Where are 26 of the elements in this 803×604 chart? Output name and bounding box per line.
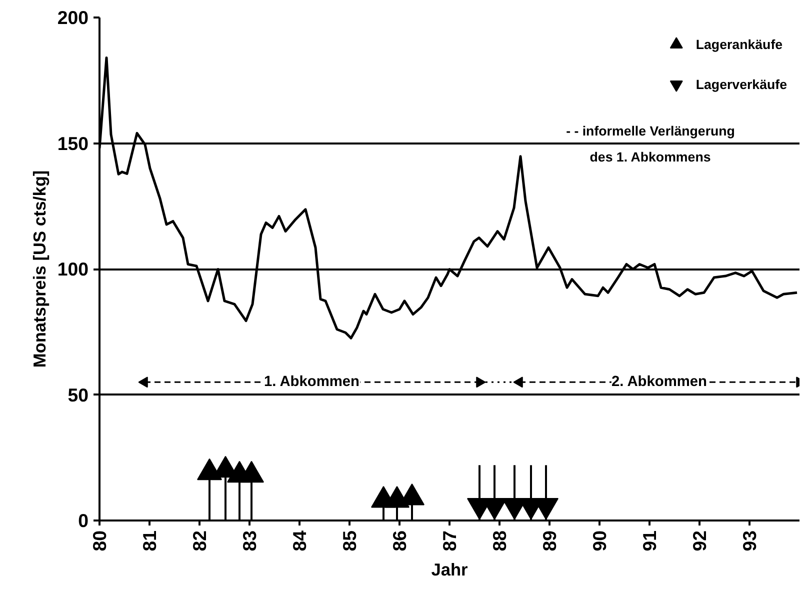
y-tick-label: 150	[57, 132, 89, 154]
series-label: 2. Abkommen	[611, 374, 708, 390]
x-tick-label: 80	[89, 530, 110, 552]
legend-label: Lagerverkäufe	[696, 76, 787, 92]
x-tick-label: 91	[639, 530, 660, 552]
x-tick-label: 81	[139, 530, 160, 552]
y-axis-title: Monatspreis [US cts/kg]	[29, 170, 50, 368]
y-tick-label: 200	[57, 7, 89, 28]
legend-label: Lagerankäufe	[696, 36, 783, 52]
x-tick-label: 89	[539, 530, 560, 552]
y-tick-label: 0	[78, 510, 89, 531]
x-axis-title: Jahr	[431, 559, 468, 580]
x-tick-label: 85	[339, 530, 360, 552]
x-tick-label: 84	[289, 530, 310, 552]
x-tick-label: 93	[739, 530, 760, 552]
annotation: - - informelle Verlängerung des 1. Abkommens	[566, 124, 735, 164]
y-tick-label: 50	[68, 384, 89, 406]
x-tick-label: 88	[489, 530, 510, 552]
x-tick-label: 86	[389, 530, 410, 552]
x-tick-label: 90	[589, 530, 610, 552]
x-tick-label: 87	[439, 530, 460, 552]
x-tick-label: 92	[689, 530, 710, 552]
x-tick-label: 83	[239, 530, 260, 552]
y-tick-label: 100	[57, 258, 89, 280]
x-tick-label: 82	[189, 530, 210, 552]
series-label: 1. Abkommen	[264, 374, 360, 390]
